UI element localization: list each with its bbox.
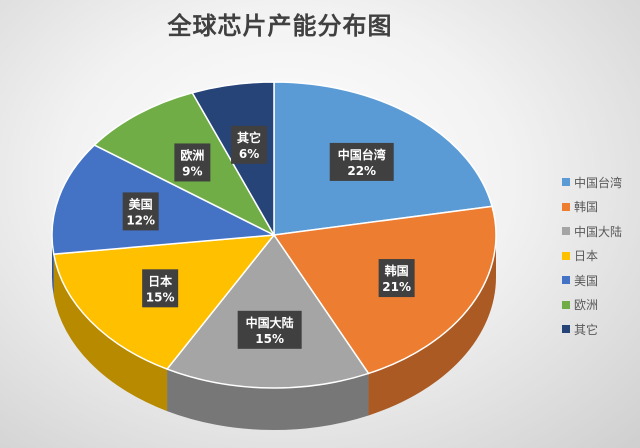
data-label-name: 中国大陆 <box>246 315 294 330</box>
slice-side <box>167 369 369 431</box>
data-label-name: 其它 <box>237 130 261 145</box>
legend-swatch <box>562 227 570 236</box>
data-label-value: 22% <box>347 164 376 178</box>
legend-label: 日本 <box>574 249 599 264</box>
data-label-value: 15% <box>255 332 284 346</box>
legend-swatch <box>562 300 570 309</box>
legend-swatch <box>562 178 570 187</box>
legend: 中国台湾韩国中国大陆日本美国欧洲其它 <box>562 170 622 342</box>
legend-label: 欧洲 <box>574 298 599 313</box>
legend-item: 中国台湾 <box>562 170 622 195</box>
legend-label: 美国 <box>574 273 599 288</box>
data-label-value: 9% <box>182 164 202 178</box>
data-label: 中国台湾 22% <box>329 142 394 181</box>
legend-swatch <box>562 325 570 334</box>
data-label-value: 21% <box>382 280 411 294</box>
data-label: 韩国 21% <box>378 259 415 298</box>
pie-chart: 中国台湾 22% 韩国 21% 中国大陆 15% 日本 15% 美国 12% 欧洲 9% 其它 6% <box>51 81 497 431</box>
data-label-value: 15% <box>146 290 175 304</box>
data-label: 日本 15% <box>142 269 179 308</box>
data-label-name: 韩国 <box>385 263 409 278</box>
slice-side <box>53 254 168 412</box>
slice-side <box>368 235 496 416</box>
legend-item: 中国大陆 <box>562 219 622 244</box>
legend-label: 其它 <box>574 322 599 337</box>
legend-label: 中国台湾 <box>574 175 623 190</box>
data-label-value: 12% <box>126 213 155 227</box>
data-label-value: 6% <box>239 147 259 161</box>
legend-item: 韩国 <box>562 195 622 220</box>
legend-label: 中国大陆 <box>574 224 623 239</box>
data-label-name: 欧洲 <box>180 147 204 162</box>
legend-swatch <box>562 202 570 211</box>
pie-slice <box>51 144 277 255</box>
legend-label: 韩国 <box>574 200 599 215</box>
data-label: 中国大陆 15% <box>237 310 302 349</box>
legend-item: 美国 <box>562 268 622 293</box>
data-label: 欧洲 9% <box>174 143 211 182</box>
data-label: 美国 12% <box>122 192 159 231</box>
data-label-name: 中国台湾 <box>338 147 386 162</box>
legend-swatch <box>562 251 570 260</box>
legend-item: 欧洲 <box>562 293 622 318</box>
legend-item: 其它 <box>562 317 622 342</box>
chart-title: 全球芯片产能分布图 <box>167 12 393 40</box>
legend-item: 日本 <box>562 244 622 269</box>
data-label-name: 美国 <box>129 196 153 211</box>
legend-swatch <box>562 276 570 285</box>
data-label-name: 日本 <box>148 273 172 288</box>
data-label: 其它 6% <box>231 125 268 164</box>
